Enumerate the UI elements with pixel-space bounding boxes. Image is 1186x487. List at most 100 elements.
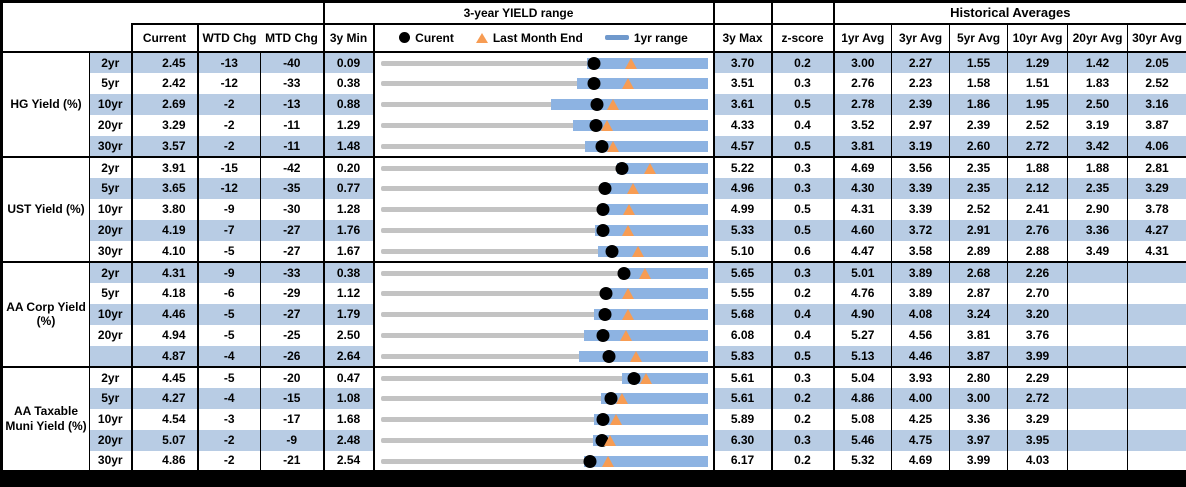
cell-avg — [1067, 450, 1129, 472]
col-header-10yr-avg: 10yr Avg — [1007, 22, 1069, 53]
range-chart-area — [380, 451, 708, 471]
cell-avg: 2.52 — [949, 198, 1009, 220]
header-spacer — [1, 1, 324, 24]
current-dot — [596, 328, 610, 342]
range-track — [380, 416, 708, 422]
cell-z-score: 0.3 — [771, 72, 835, 94]
tenor-label — [89, 345, 133, 367]
tenor-label: 20yr — [89, 324, 133, 346]
range-chart-area — [380, 304, 708, 325]
cell-3y-max: 5.89 — [713, 408, 773, 430]
cell-current: 4.54 — [131, 408, 199, 430]
range-bar-icon — [604, 35, 629, 40]
range-chart-cell — [373, 219, 715, 241]
tenor-label: 10yr — [89, 303, 133, 325]
range-1yr-bar — [592, 434, 708, 446]
range-track — [380, 270, 708, 276]
cell-3y-max: 3.61 — [713, 93, 773, 115]
tenor-label: 5yr — [89, 177, 133, 199]
cell-3y-max: 6.08 — [713, 324, 773, 346]
current-dot — [615, 161, 629, 175]
cell-avg — [1128, 325, 1186, 346]
range-chart-cell — [373, 345, 715, 367]
cell-3y-min: 0.77 — [323, 177, 375, 199]
cell-avg: 3.99 — [1007, 345, 1069, 367]
range-1yr-bar — [600, 392, 708, 404]
cell-3y-min: 1.12 — [323, 282, 375, 304]
cell-avg — [1067, 387, 1129, 409]
cell-avg: 3.36 — [949, 408, 1009, 430]
header-spacer-zscore — [770, 0, 835, 25]
cell-wtd-chg: -12 — [197, 177, 261, 199]
cell-current: 4.87 — [131, 345, 199, 367]
cell-avg: 2.91 — [949, 219, 1009, 241]
cell-z-score: 0.6 — [771, 240, 835, 262]
cell-mtd-chg: -17 — [260, 408, 325, 430]
cell-avg — [1127, 429, 1186, 451]
cell-3y-min: 0.88 — [323, 93, 375, 115]
table-row: AA Taxable Muni Yield (%) 2yr 4.45 -5 -20 0.4… — [1, 365, 1186, 472]
range-chart-cell — [373, 240, 715, 262]
cell-avg: 5.08 — [833, 408, 893, 430]
current-dot — [605, 244, 619, 258]
cell-avg: 2.81 — [1127, 155, 1186, 178]
range-chart-area — [380, 241, 708, 261]
col-header-mtd-chg: MTD Chg — [260, 22, 325, 53]
cell-3y-max: 5.22 — [713, 155, 773, 178]
cell-avg: 1.83 — [1067, 72, 1129, 94]
tenor-label: 10yr — [89, 408, 133, 430]
table-row: 10yr 4.54 -3 -17 1.68 5.89 0.2 5.08 4.25 3.36 3.29 — [2, 408, 1186, 430]
cell-current: 3.80 — [131, 198, 199, 220]
cell-wtd-chg: -5 — [197, 303, 261, 325]
cell-avg: 3.89 — [891, 260, 951, 283]
cell-z-score: 0.3 — [771, 177, 835, 199]
cell-avg — [1067, 408, 1129, 430]
last-month-end-triangle — [606, 98, 619, 110]
cell-mtd-chg: -20 — [260, 365, 325, 388]
cell-avg: 4.00 — [891, 387, 951, 409]
tenor-label: 2yr — [89, 50, 133, 73]
cell-current: 3.65 — [131, 177, 199, 199]
cell-avg: 2.60 — [949, 135, 1009, 157]
last-month-end-triangle — [626, 182, 639, 194]
tenor-label: 20yr — [89, 429, 133, 451]
range-track — [380, 395, 708, 401]
cell-avg: 2.97 — [891, 114, 951, 136]
current-dot — [598, 181, 612, 195]
range-1yr-bar — [573, 119, 708, 131]
range-chart-cell — [373, 303, 715, 325]
cell-avg — [1127, 387, 1186, 409]
cell-wtd-chg: -5 — [197, 365, 261, 388]
cell-3y-max: 6.17 — [713, 450, 773, 472]
range-chart-cell — [373, 50, 715, 73]
cell-wtd-chg: -3 — [197, 408, 261, 430]
cell-wtd-chg: -9 — [197, 198, 261, 220]
range-chart-area — [380, 283, 708, 304]
table-row: HG Yield (%) 2yr 2.45 -13 -40 0.09 3.70 0.2 3.00… — [1, 50, 1186, 157]
current-dot — [583, 454, 596, 468]
cell-z-score: 0.2 — [771, 50, 835, 73]
tenor-label: 20yr — [89, 219, 133, 241]
cell-avg: 2.76 — [1007, 219, 1069, 241]
range-chart-area — [380, 430, 708, 451]
range-chart-cell — [373, 260, 715, 283]
cell-avg: 3.72 — [891, 219, 951, 241]
range-1yr-bar — [584, 329, 708, 341]
cell-avg — [1127, 303, 1186, 325]
cell-avg: 2.80 — [949, 365, 1009, 388]
last-month-end-triangle — [631, 245, 644, 257]
table-row: 4.87 -4 -26 2.64 5.83 0.5 5.13 4.46 3.87 3.99 — [2, 345, 1186, 367]
cell-wtd-chg: -6 — [197, 282, 261, 304]
range-1yr-bar — [622, 372, 708, 384]
cell-current: 4.10 — [131, 240, 199, 262]
cell-avg: 3.39 — [891, 198, 951, 220]
tenor-label: 30yr — [89, 135, 133, 157]
cell-current: 4.31 — [131, 260, 199, 283]
group-label: HG Yield (%) — [1, 50, 90, 157]
cell-avg: 3.29 — [1127, 177, 1186, 199]
cell-z-score: 0.2 — [771, 408, 835, 430]
range-chart-area — [380, 159, 708, 178]
cell-avg: 4.76 — [833, 282, 893, 304]
yield-table: 3-year YIELD range Historical Averages C… — [0, 0, 1186, 473]
col-header-1yr-avg: 1yr Avg — [833, 22, 893, 53]
